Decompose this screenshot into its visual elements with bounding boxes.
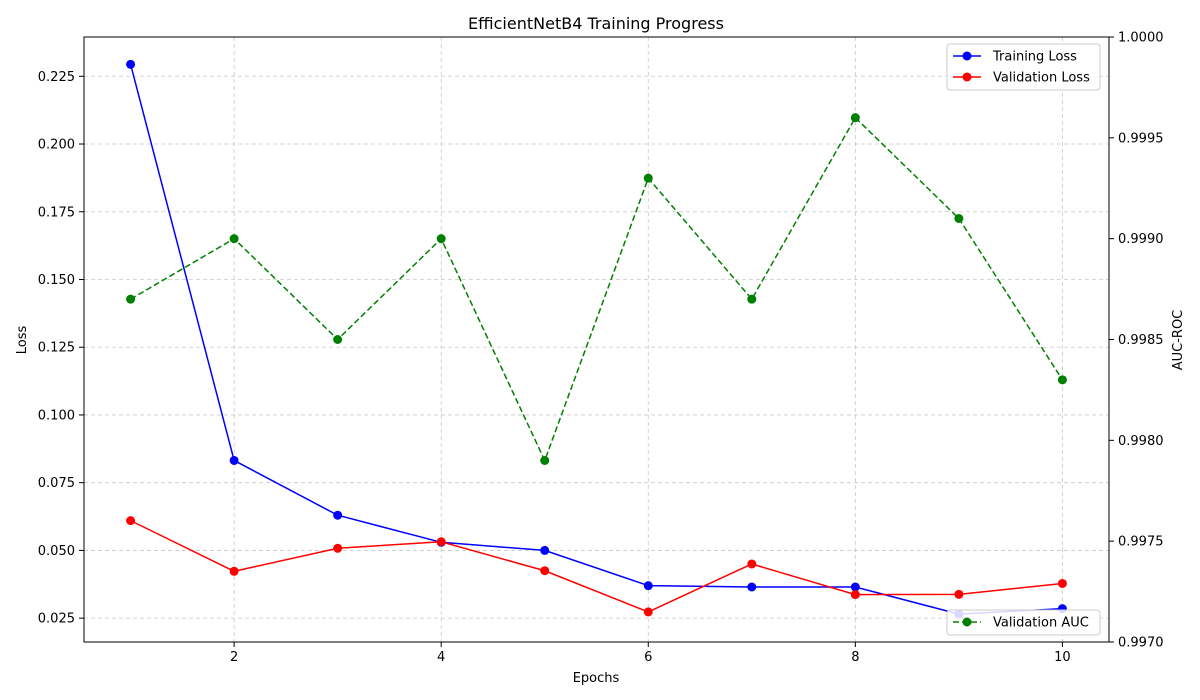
validation-loss-point xyxy=(1057,578,1067,588)
validation-loss-point xyxy=(333,543,343,553)
left-y-tick-label: 0.125 xyxy=(38,341,75,356)
validation-auc-point xyxy=(850,113,860,123)
validation-auc-point xyxy=(643,173,653,183)
training-loss-point xyxy=(850,582,860,592)
loss-legend-box xyxy=(946,43,1101,91)
validation-loss-point xyxy=(643,607,653,617)
legend-layer: Training Loss Validation Loss Validation A… xyxy=(946,43,1101,636)
right-y-axis-title: AUC-ROC xyxy=(1171,310,1186,371)
left-y-tick-label: 0.025 xyxy=(38,612,75,627)
validation-auc-point xyxy=(954,214,964,223)
left-y-tick-label: 0.175 xyxy=(38,205,75,220)
left-y-tick-label: 0.150 xyxy=(38,273,75,288)
left-y-tick-label: 0.050 xyxy=(38,544,75,559)
legend-validation-loss-label: Validation Loss xyxy=(993,71,1090,86)
right-y-tick-label: 0.9995 xyxy=(1118,131,1164,146)
training-loss-line xyxy=(129,64,1063,615)
plot-frame xyxy=(83,36,1110,643)
validation-loss-point xyxy=(747,559,757,569)
left-y-tick-label: 0.200 xyxy=(38,138,75,153)
right-y-tick-label: 1.0000 xyxy=(1118,31,1164,46)
training-loss-point xyxy=(126,59,136,69)
x-tick-label: 2 xyxy=(230,650,238,665)
right-y-tick-label: 0.9975 xyxy=(1118,535,1164,550)
ticks-layer: 2 4 6 8 10 0.025 0.050 0.075 0.100 0.125 0.150 0.17… xyxy=(38,31,1164,666)
legend-training-loss-label: Training Loss xyxy=(992,50,1077,65)
left-y-tick-label: 0.075 xyxy=(38,476,75,491)
validation-auc-point xyxy=(229,234,239,244)
validation-auc-point xyxy=(333,335,343,344)
validation-loss-point xyxy=(540,566,550,576)
auc-legend-box xyxy=(946,609,1101,636)
training-loss-point xyxy=(333,510,343,520)
validation-auc-point xyxy=(126,294,136,304)
validation-auc-point xyxy=(540,456,550,465)
validation-auc-point xyxy=(1057,375,1067,385)
left-y-tick-label: 0.100 xyxy=(38,408,75,423)
validation-loss-line xyxy=(130,519,1063,613)
x-tick-label: 10 xyxy=(1054,650,1071,665)
right-y-tick-label: 0.9970 xyxy=(1118,636,1164,651)
validation-auc-line xyxy=(130,116,1064,463)
left-y-tick-label: 0.225 xyxy=(38,70,75,85)
legend-validation-auc-swatch-marker xyxy=(962,617,972,627)
training-loss-point xyxy=(229,455,239,465)
validation-auc-point xyxy=(436,234,446,244)
x-tick-label: 4 xyxy=(437,650,445,665)
validation-auc-point xyxy=(747,294,757,304)
right-y-tick-label: 0.9980 xyxy=(1118,434,1164,449)
training-loss-point xyxy=(540,545,550,555)
x-tick-label: 6 xyxy=(644,650,652,665)
series-layer xyxy=(126,59,1067,619)
chart-title: EfficientNetB4 Training Progress xyxy=(468,14,724,33)
validation-loss-point xyxy=(126,516,136,526)
validation-loss-point xyxy=(436,537,446,547)
legend-training-loss-swatch-marker xyxy=(962,51,972,61)
grid-layer xyxy=(84,37,1109,642)
right-y-tick-label: 0.9985 xyxy=(1118,333,1164,348)
validation-loss-point xyxy=(850,590,860,600)
legend-validation-auc-label: Validation AUC xyxy=(993,616,1089,631)
training-loss-point xyxy=(747,582,757,592)
training-loss-point xyxy=(643,581,653,591)
x-tick-label: 8 xyxy=(851,650,859,665)
x-axis-title: Epochs xyxy=(573,671,620,686)
left-y-axis-title: Loss xyxy=(15,326,30,355)
legend-validation-loss-swatch-marker xyxy=(962,72,972,82)
validation-loss-point xyxy=(229,566,239,576)
validation-loss-point xyxy=(954,589,964,599)
right-y-tick-label: 0.9990 xyxy=(1118,232,1164,247)
